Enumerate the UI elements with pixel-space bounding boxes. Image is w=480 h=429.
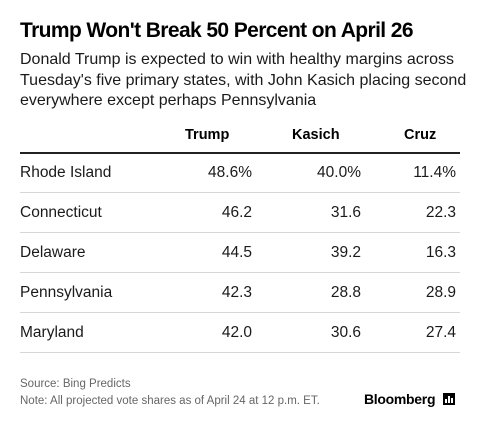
table-row: Rhode Island 48.6% 40.0% 11.4% [20,153,460,193]
row-divider [20,352,460,353]
cell-cruz-value: 22.3 [425,204,456,221]
column-header-kasich: Kasich [292,127,340,143]
row-state-label: Connecticut [20,204,102,221]
table-row: Pennsylvania 42.3 28.8 28.9 [20,273,460,313]
brand-logo-text: Bloomberg [364,391,436,407]
cell-kasich-value: 28.8 [330,284,361,301]
cell-trump-value: 42.0 [221,324,252,341]
cell-kasich-value: 30.6 [330,324,361,341]
row-state-label: Pennsylvania [20,284,113,301]
source-note: Source: Bing Predicts [20,378,131,390]
cell-cruz-value: 16.3 [425,244,456,261]
row-state-label: Maryland [20,324,84,341]
row-divider [20,192,460,193]
cell-trump-value: 48.6% [208,164,252,181]
cell-trump-value: 42.3 [221,284,252,301]
table-row: Delaware 44.5 39.2 16.3 [20,233,460,273]
row-divider [20,232,460,233]
cell-kasich-value: 39.2 [330,244,361,261]
footnote: Note: All projected vote shares as of Ap… [20,395,320,407]
cell-trump-value: 44.5 [221,244,252,261]
bloomberg-chart-logo-icon [443,393,455,405]
cell-cruz-value: 28.9 [425,284,456,301]
cell-cruz-value: 11.4% [413,164,456,181]
column-header-cruz: Cruz [404,127,437,143]
cell-kasich-value: 31.6 [330,204,361,221]
table-row: Connecticut 46.2 31.6 22.3 [20,193,460,233]
cell-cruz-value: 27.4 [425,324,456,341]
header-rule [20,152,460,154]
row-divider [20,272,460,273]
column-header-trump: Trump [185,127,230,143]
row-state-label: Delaware [20,244,86,261]
chart-title: Trump Won't Break 50 Percent on April 26 [20,19,414,42]
row-state-label: Rhode Island [20,164,112,181]
table-row: Maryland 42.0 30.6 27.4 [20,313,460,353]
chart-subtitle: Donald Trump is expected to win with hea… [20,51,467,109]
row-divider [20,312,460,313]
cell-kasich-value: 40.0% [317,164,361,181]
cell-trump-value: 46.2 [221,204,252,221]
